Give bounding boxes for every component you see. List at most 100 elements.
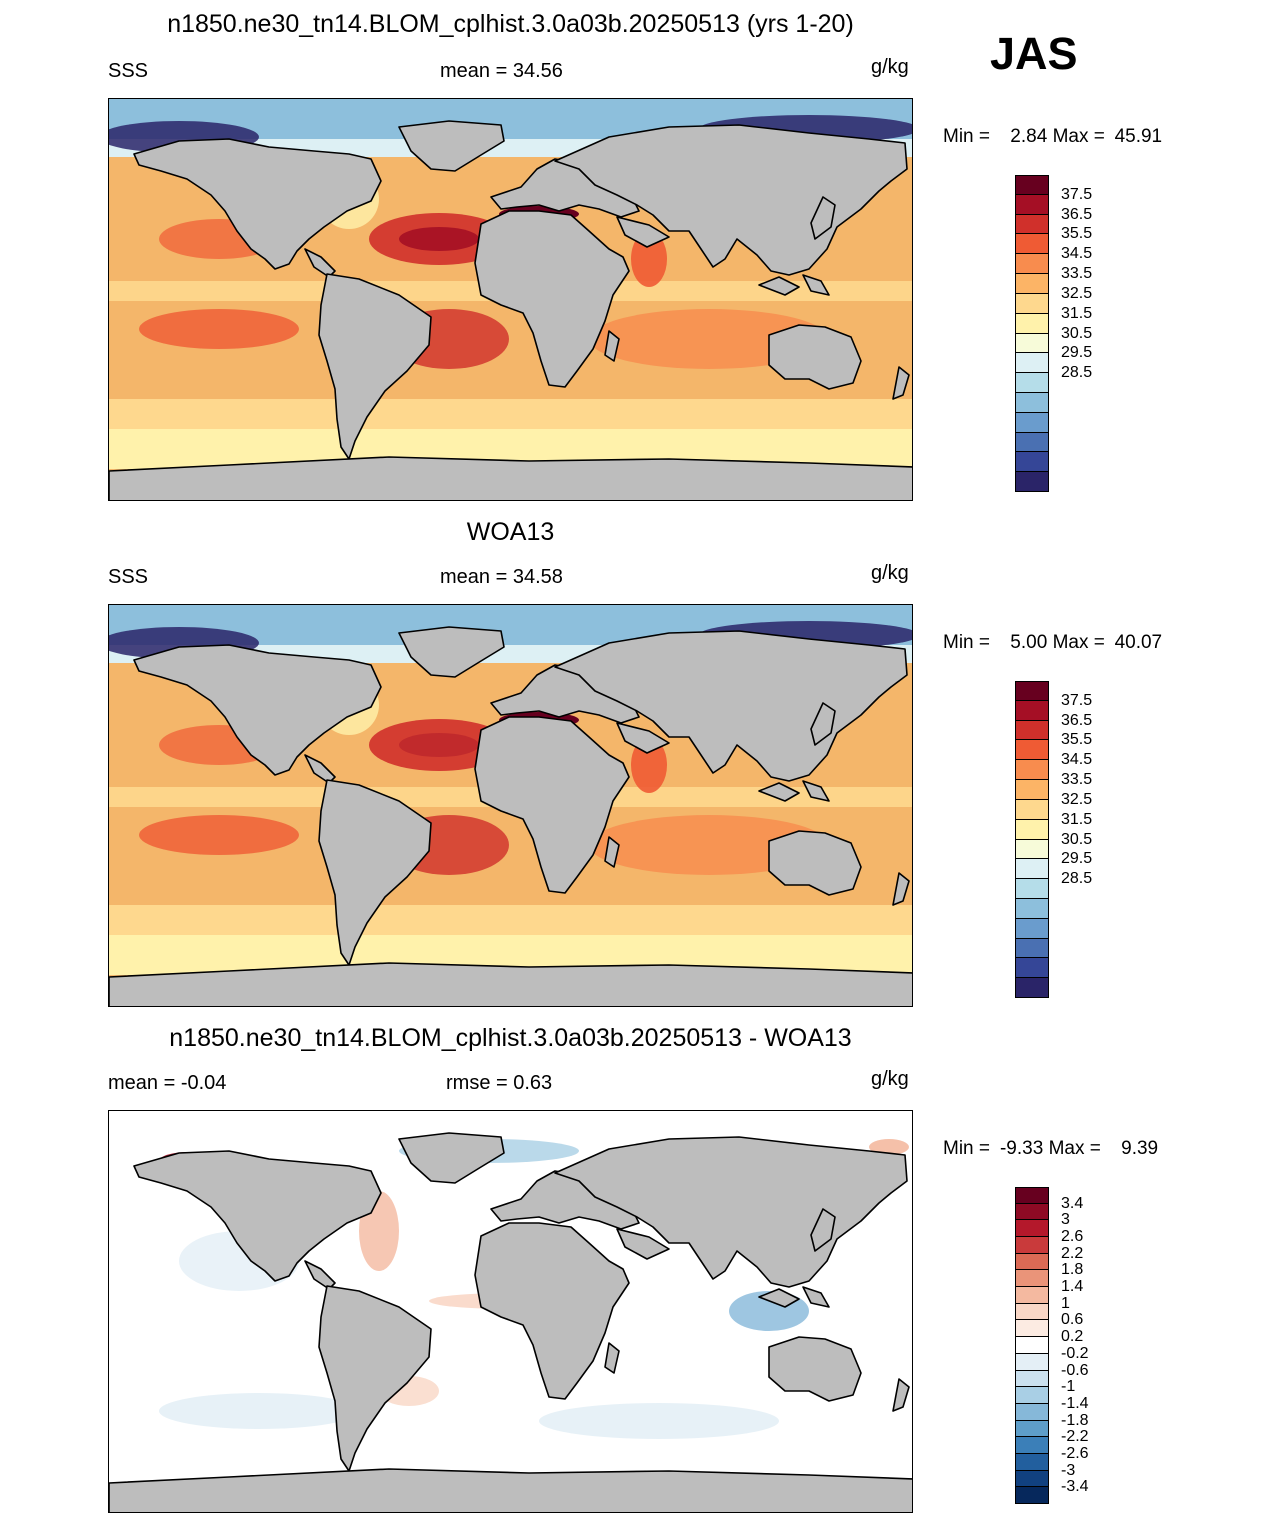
colorbar-swatch [1015,392,1049,413]
colorbar-label: 29.5 [1061,344,1093,362]
colorbar-label: -2.6 [1061,1444,1089,1462]
colorbar-label: 36.5 [1061,205,1093,223]
season-label: JAS [990,28,1078,79]
colorbar-label: 31.5 [1061,810,1093,828]
colorbar-swatch [1015,1353,1049,1371]
max-value: 9.39 [1121,1138,1159,1159]
colorbar-label: 1 [1061,1294,1070,1312]
colorbar-swatch [1015,898,1049,919]
panel-2-map [108,604,913,1007]
colorbar-label: 2.2 [1061,1244,1084,1262]
colorbar-swatch [1015,432,1049,453]
colorbar-label: 30.5 [1061,830,1093,848]
colorbar-swatch [1015,879,1049,899]
colorbar-swatch [1015,353,1049,374]
min-value: 5.00 [1010,632,1048,653]
colorbar-label: 28.5 [1061,870,1093,888]
colorbar-swatch [1015,938,1049,959]
min-label: Min = [943,632,990,653]
colorbar-swatch [1015,373,1049,393]
max-label: Max = [1052,632,1105,653]
colorbar-swatch [1015,412,1049,433]
colorbar-swatch [1015,313,1049,334]
colorbar-swatch [1015,780,1049,800]
colorbar-swatch [1015,681,1049,701]
colorbar-swatch [1015,819,1049,840]
colorbar-swatch [1015,472,1049,492]
colorbar-swatch [1015,234,1049,255]
min-value: -9.33 [999,1138,1044,1159]
colorbar-label: 30.5 [1061,324,1093,342]
colorbar-swatch [1015,293,1049,314]
colorbar-label: 32.5 [1061,790,1093,808]
colorbar-label: 29.5 [1061,850,1093,868]
panel-3-mean-label: mean = -0.04 [108,1072,227,1094]
panel-1-mean-label: mean = 34.56 [440,60,563,82]
colorbar-swatch [1015,175,1049,195]
colorbar-label: -3.4 [1061,1478,1089,1496]
panel-1-colorbar: 37.5 36.5 35.5 34.5 33.5 32.5 31.5 30.5 29.5 28.5 [1015,175,1092,492]
colorbar-swatch [1015,859,1049,880]
panel-2-colorbar: 37.5 36.5 35.5 34.5 33.5 32.5 31.5 30.5 29.5 28.5 [1015,681,1092,998]
panel-3-minmax: Min = -9.33 Max = 9.39 [943,1138,1158,1160]
colorbar-swatch [1015,1453,1049,1471]
panel-1-title: n1850.ne30_tn14.BLOM_cplhist.3.0a03b.202… [167,10,854,38]
colorbar-label: 37.5 [1061,185,1093,203]
min-value: 2.84 [1010,126,1048,147]
colorbar-label: 35.5 [1061,225,1093,243]
panel-3-units: g/kg [871,1068,909,1090]
colorbar-label: 3 [1061,1211,1070,1229]
colorbar-swatch [1015,799,1049,820]
max-value: 45.91 [1114,126,1163,147]
colorbar-label: 31.5 [1061,304,1093,322]
panel-1-map [108,98,913,501]
colorbar-swatch [1015,720,1049,741]
colorbar-label: -1.8 [1061,1411,1089,1429]
colorbar-label: 33.5 [1061,265,1093,283]
colorbar-swatch [1015,958,1049,979]
panel-3-title: n1850.ne30_tn14.BLOM_cplhist.3.0a03b.202… [169,1024,852,1052]
colorbar-swatch [1015,740,1049,761]
colorbar-label: -1.4 [1061,1394,1089,1412]
colorbar-swatch [1015,760,1049,781]
colorbar-swatch [1015,1270,1049,1288]
panel-2-mean-label: mean = 34.58 [440,566,563,588]
colorbar-swatch [1015,700,1049,721]
colorbar-label: 32.5 [1061,284,1093,302]
colorbar-label: 33.5 [1061,771,1093,789]
colorbar-swatch [1015,214,1049,235]
colorbar-swatch [1015,254,1049,275]
colorbar-swatch [1015,1303,1049,1321]
colorbar-swatch [1015,1387,1049,1404]
colorbar-swatch [1015,452,1049,473]
panel-2-minmax: Min = 5.00 Max = 40.07 [943,632,1162,654]
colorbar-swatch [1015,1337,1049,1354]
colorbar-swatch [1015,1187,1049,1204]
colorbar-label: 37.5 [1061,691,1093,709]
colorbar-swatch [1015,1487,1049,1504]
colorbar-swatch [1015,1403,1049,1421]
colorbar-label: 35.5 [1061,731,1093,749]
colorbar-swatch [1015,918,1049,939]
colorbar-label: 3.4 [1061,1194,1084,1212]
panel-3-map [108,1110,913,1513]
colorbar-swatch [1015,274,1049,294]
colorbar-swatch [1015,194,1049,215]
colorbar-swatch [1015,1320,1049,1338]
panel-2-units: g/kg [871,562,909,584]
colorbar-swatch [1015,978,1049,998]
panel-3-rmse-label: rmse = 0.63 [446,1072,553,1094]
colorbar-label: 28.5 [1061,364,1093,382]
colorbar-swatch [1015,333,1049,354]
panel-1-minmax: Min = 2.84 Max = 45.91 [943,126,1162,148]
panel-2-title: WOA13 [466,518,555,546]
colorbar-label: -1 [1061,1378,1076,1396]
panel-1-left-label: SSS [108,60,149,82]
colorbar-swatch [1015,1287,1049,1304]
panel-2-left-label: SSS [108,566,149,588]
colorbar-label: 34.5 [1061,751,1093,769]
colorbar-swatch [1015,839,1049,860]
min-label: Min = [943,126,990,147]
colorbar-swatch [1015,1237,1049,1254]
colorbar-swatch [1015,1470,1049,1488]
